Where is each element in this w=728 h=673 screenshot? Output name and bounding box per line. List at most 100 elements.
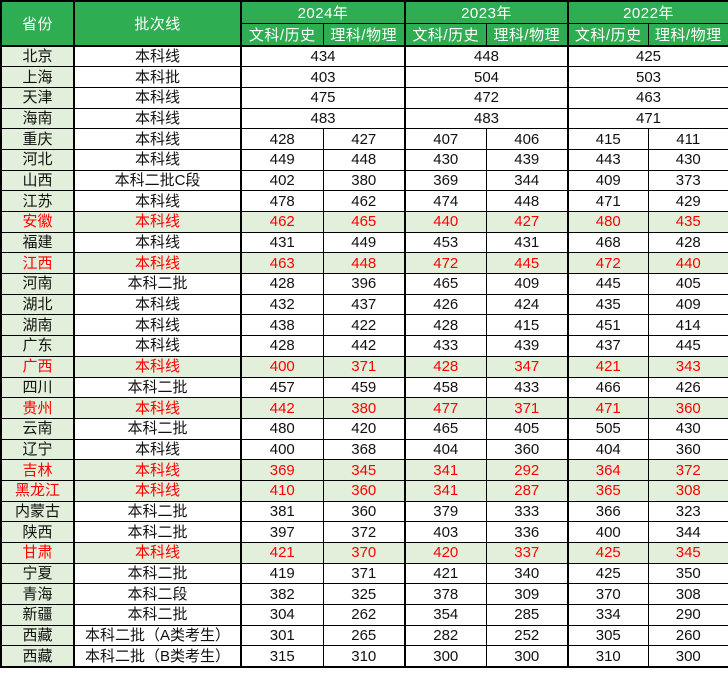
table-body: 北京 本科线 434 448 425 上海 本科批 403 504 503 天津 本科线 475 472 4… — [0, 45, 728, 668]
score-cell: 430 — [647, 417, 728, 440]
year-header-2022: 2022年 — [567, 0, 728, 24]
score-cell: 371 — [485, 397, 569, 419]
table-row: 海南 本科线 483 483 471 — [0, 107, 728, 130]
score-cell: 396 — [322, 273, 406, 295]
score-cell: 354 — [404, 604, 487, 626]
batch-cell: 本科线 — [73, 438, 242, 461]
score-cell: 432 — [240, 293, 324, 316]
table-row: 青海 本科二段 382 325 378 309 370 308 — [0, 583, 728, 606]
score-cell: 438 — [240, 314, 324, 337]
score-cell: 333 — [485, 500, 569, 523]
batch-cell: 本科二批（B类考生） — [73, 645, 242, 668]
score-cell: 425 — [567, 562, 649, 585]
score-cell: 260 — [647, 624, 728, 647]
year-header-2024: 2024年 — [240, 0, 406, 24]
score-cell: 300 — [485, 645, 569, 668]
score-cell: 422 — [322, 314, 406, 337]
table-row: 新疆 本科二批 304 262 354 285 334 290 — [0, 604, 728, 626]
score-cell: 428 — [404, 314, 487, 337]
score-cell: 424 — [485, 293, 569, 316]
score-cell: 462 — [240, 211, 324, 233]
table-row: 黑龙江 本科线 410 360 341 287 365 308 — [0, 479, 728, 502]
score-cell: 474 — [404, 190, 487, 212]
score-cell: 459 — [322, 376, 406, 399]
score-cell: 433 — [485, 376, 569, 399]
province-cell: 广西 — [0, 355, 75, 378]
score-cell: 360 — [322, 479, 406, 502]
batch-cell: 本科线 — [73, 107, 242, 130]
province-cell: 北京 — [0, 45, 75, 68]
batch-cell: 本科二批 — [73, 562, 242, 585]
score-cell: 448 — [322, 148, 406, 171]
score-cell: 435 — [567, 293, 649, 316]
score-cell: 428 — [240, 273, 324, 295]
score-cell: 309 — [485, 583, 569, 606]
province-cell: 湖南 — [0, 314, 75, 337]
score-cell: 448 — [404, 45, 569, 68]
table-row: 陕西 本科二批 397 372 403 336 400 344 — [0, 521, 728, 543]
score-cell: 414 — [647, 314, 728, 337]
subcol-header-arts-2023: 文科/历史 — [404, 23, 487, 47]
score-cell: 345 — [647, 542, 728, 564]
score-cell: 368 — [322, 438, 406, 461]
subcol-header-science-2024: 理科/物理 — [322, 23, 406, 47]
score-cell: 343 — [647, 355, 728, 378]
score-cell: 405 — [647, 273, 728, 295]
table-row: 安徽 本科线 462 465 440 427 480 435 — [0, 211, 728, 233]
table-row: 广东 本科线 428 442 433 439 437 445 — [0, 335, 728, 357]
score-cell: 435 — [647, 211, 728, 233]
score-cell: 409 — [485, 273, 569, 295]
table-row: 福建 本科线 431 449 453 431 468 428 — [0, 231, 728, 254]
score-cell: 252 — [485, 624, 569, 647]
score-cell: 282 — [404, 624, 487, 647]
score-cell: 427 — [485, 211, 569, 233]
province-cell: 内蒙古 — [0, 500, 75, 523]
score-cell: 350 — [647, 562, 728, 585]
table-row: 西藏 本科二批（A类考生） 301 265 282 252 305 260 — [0, 624, 728, 647]
batch-cell: 本科线 — [73, 397, 242, 419]
table-row: 上海 本科批 403 504 503 — [0, 66, 728, 88]
col-header-batch: 批次线 — [73, 0, 242, 47]
score-cell: 400 — [240, 438, 324, 461]
table-row: 内蒙古 本科二批 381 360 379 333 366 323 — [0, 500, 728, 523]
score-cell: 345 — [322, 459, 406, 481]
score-cell: 344 — [485, 169, 569, 192]
score-cell: 337 — [485, 542, 569, 564]
score-cell: 369 — [240, 459, 324, 481]
score-cell: 465 — [322, 211, 406, 233]
table-row: 河南 本科二批 428 396 465 409 445 405 — [0, 273, 728, 295]
province-cell: 甘肃 — [0, 542, 75, 564]
score-cell: 407 — [404, 128, 487, 150]
score-cell: 378 — [404, 583, 487, 606]
score-cell: 431 — [485, 231, 569, 254]
score-cell: 382 — [240, 583, 324, 606]
batch-cell: 本科二批 — [73, 521, 242, 543]
score-cell: 310 — [322, 645, 406, 668]
table-row: 湖北 本科线 432 437 426 424 435 409 — [0, 293, 728, 316]
score-cell: 340 — [485, 562, 569, 585]
score-cell: 400 — [240, 355, 324, 378]
table-row: 辽宁 本科线 400 368 404 360 404 360 — [0, 438, 728, 461]
batch-cell: 本科二段 — [73, 583, 242, 606]
score-cell: 468 — [567, 231, 649, 254]
batch-cell: 本科二批 — [73, 376, 242, 399]
province-cell: 福建 — [0, 231, 75, 254]
score-cell: 471 — [567, 190, 649, 212]
score-cell: 410 — [240, 479, 324, 502]
table-row: 吉林 本科线 369 345 341 292 364 372 — [0, 459, 728, 481]
score-cell: 372 — [322, 521, 406, 543]
score-cell: 430 — [647, 148, 728, 171]
province-cell: 西藏 — [0, 645, 75, 668]
score-cell: 308 — [647, 583, 728, 606]
score-cell: 442 — [322, 335, 406, 357]
score-cell: 433 — [404, 335, 487, 357]
score-cell: 308 — [647, 479, 728, 502]
province-cell: 重庆 — [0, 128, 75, 150]
score-cell: 415 — [567, 128, 649, 150]
score-cell: 466 — [567, 376, 649, 399]
score-cell: 400 — [567, 521, 649, 543]
score-cell: 429 — [647, 190, 728, 212]
header-row-years: 省份 批次线 2024年 2023年 2022年 — [0, 0, 728, 47]
province-cell: 湖北 — [0, 293, 75, 316]
